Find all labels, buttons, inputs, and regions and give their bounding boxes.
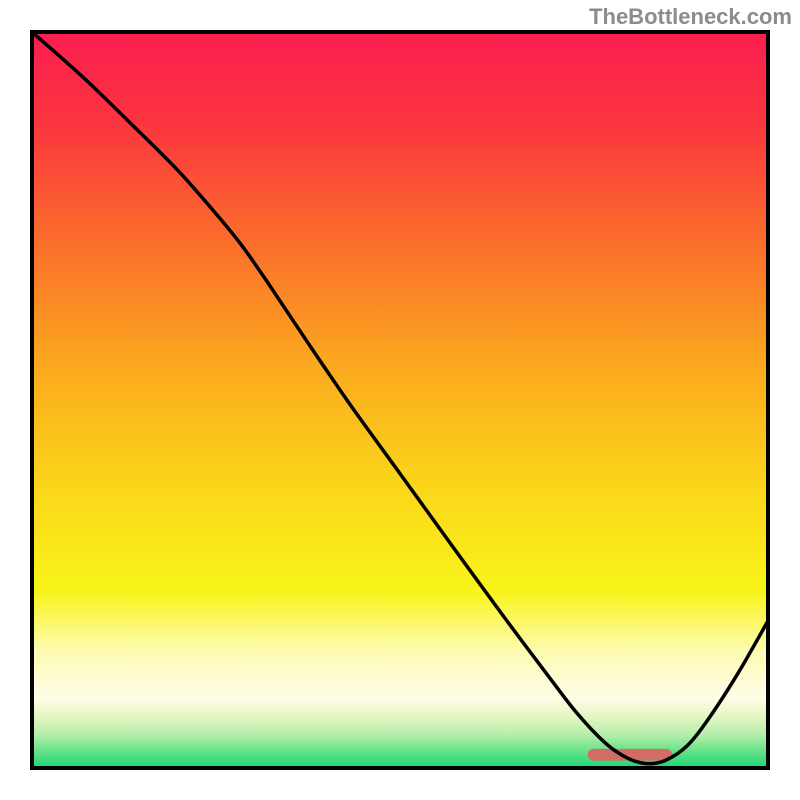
chart-container: TheBottleneck.com — [0, 0, 800, 800]
attribution-text: TheBottleneck.com — [589, 4, 792, 30]
plot-background — [32, 32, 768, 768]
bottleneck-chart — [0, 0, 800, 800]
